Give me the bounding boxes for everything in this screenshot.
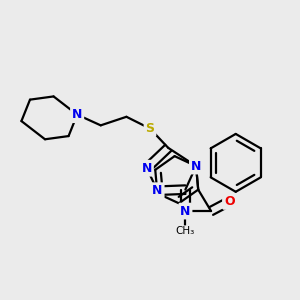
Text: N: N — [72, 108, 82, 121]
Text: N: N — [142, 162, 152, 175]
Text: CH₃: CH₃ — [176, 226, 195, 236]
Text: O: O — [224, 195, 235, 208]
Text: N: N — [180, 205, 190, 218]
Text: S: S — [146, 122, 154, 135]
Text: N: N — [191, 160, 201, 172]
Text: N: N — [152, 184, 163, 197]
